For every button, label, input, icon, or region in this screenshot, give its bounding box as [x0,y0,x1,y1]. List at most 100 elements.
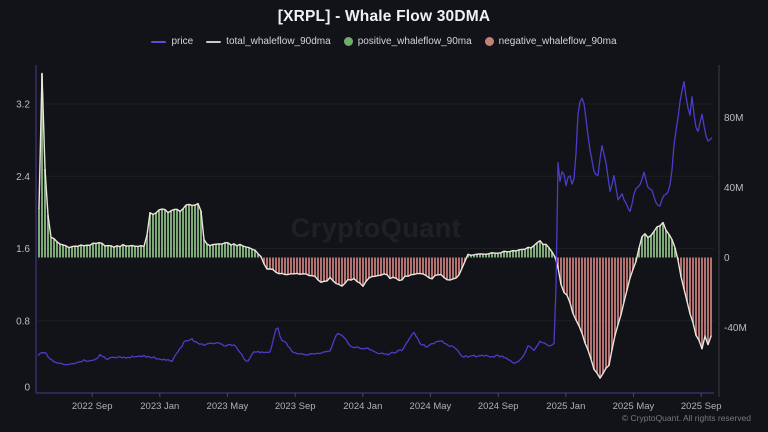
negative-whaleflow-bar [320,257,322,283]
negative-whaleflow-bar [284,257,286,275]
positive-whaleflow-bar [164,209,166,258]
legend-item-negative_whaleflow_90ma[interactable]: negative_whaleflow_90ma [484,36,617,47]
left-axis-tick-label: 1.6 [16,244,30,255]
positive-whaleflow-bar [167,212,169,258]
negative-whaleflow-bar [314,257,316,277]
positive-whaleflow-bar [161,209,163,258]
x-axis-tick-label: 2023 May [207,401,249,412]
positive-whaleflow-bar [131,245,133,258]
negative-whaleflow-bar [620,257,622,315]
positive-whaleflow-bar [242,246,244,258]
positive-whaleflow-bar [77,246,79,258]
negative-whaleflow-bar [359,257,361,284]
x-axis-tick-label: 2024 Jan [343,401,382,412]
negative-whaleflow-bar [629,257,631,279]
negative-whaleflow-bar [704,257,706,337]
negative-whaleflow-bar [323,257,325,282]
positive-whaleflow-bar [170,210,172,258]
negative-whaleflow-bar [455,257,457,279]
positive-whaleflow-bar [38,208,40,258]
legend-item-price[interactable]: price [151,36,193,47]
legend-label: total_whaleflow_90dma [226,36,331,47]
positive-whaleflow-bar [179,211,181,258]
left-axis-tick-label: 0 [24,383,30,394]
positive-whaleflow-bar [545,244,547,258]
negative-whaleflow-bar [278,257,280,274]
negative-whaleflow-bar [401,257,403,280]
negative-whaleflow-bar [404,257,406,277]
positive-whaleflow-bar [176,209,178,258]
positive-whaleflow-bar [674,247,676,258]
negative-whaleflow-bar [299,257,301,275]
negative-whaleflow-bar [584,257,586,344]
negative-whaleflow-bar [563,257,565,293]
negative-whaleflow-bar [440,257,442,275]
negative-whaleflow-bar [434,257,436,276]
positive-whaleflow-bar [65,245,67,258]
copyright: © CryptoQuant. All rights reserved [621,413,751,423]
positive-whaleflow-bar [146,235,148,258]
negative-whaleflow-bar [353,257,355,279]
positive-whaleflow-bar [656,226,658,258]
positive-whaleflow-bar [119,246,121,258]
negative-whaleflow-bar [302,257,304,274]
negative-whaleflow-bar [380,257,382,276]
negative-whaleflow-bar [269,257,271,269]
positive-whaleflow-bar [650,235,652,258]
positive-whaleflow-bar [512,250,514,258]
positive-whaleflow-bar [668,234,670,258]
positive-whaleflow-bar [188,204,190,258]
negative-whaleflow-bar [695,257,697,336]
negative-whaleflow-bar [293,257,295,274]
negative-whaleflow-bar [338,257,340,285]
positive-whaleflow-bar [515,251,517,258]
x-axis-tick-label: 2023 Sep [275,401,316,412]
positive-whaleflow-bar [473,254,475,258]
negative-whaleflow-bar [305,257,307,274]
negative-whaleflow-bar [413,257,415,275]
positive-whaleflow-bar [155,213,157,258]
negative-whaleflow-bar [275,257,277,273]
positive-whaleflow-bar [56,241,58,258]
negative-whaleflow-bar [344,257,346,284]
total-whaleflow-line [38,72,712,379]
positive-whaleflow-bar [548,247,550,258]
positive-whaleflow-bar [257,253,259,258]
negative-whaleflow-bar [317,257,319,280]
negative-whaleflow-bar [707,257,709,345]
negative-whaleflow-bar [395,257,397,279]
positive-whaleflow-bar [488,253,490,258]
negative-whaleflow-bar [368,257,370,278]
negative-whaleflow-bar [581,257,583,334]
positive-whaleflow-bar [83,245,85,258]
positive-whaleflow-bar [92,243,94,258]
positive-whaleflow-bar [233,243,235,258]
x-axis-tick-label: 2023 Jan [140,401,179,412]
positive-whaleflow-bar [110,245,112,258]
legend-item-total_whaleflow_90dma[interactable]: total_whaleflow_90dma [206,36,331,47]
negative-whaleflow-bar [611,257,613,350]
positive-whaleflow-bar [518,249,520,258]
positive-whaleflow-bar [209,245,211,258]
negative-whaleflow-bar [371,257,373,277]
negative-whaleflow-bar [617,257,619,325]
positive-whaleflow-bar [524,249,526,258]
negative-whaleflow-bar [428,257,430,278]
positive-whaleflow-bar [494,253,496,258]
negative-whaleflow-bar [572,257,574,314]
positive-whaleflow-bar [194,205,196,258]
positive-whaleflow-bar [500,252,502,258]
negative-whaleflow-bar [311,257,313,276]
positive-whaleflow-bar [521,249,523,258]
positive-whaleflow-bar [470,255,472,258]
legend-label: negative_whaleflow_90ma [498,36,617,47]
x-axis-tick-label: 2025 May [613,401,655,412]
legend-item-positive_whaleflow_90ma[interactable]: positive_whaleflow_90ma [343,36,472,47]
positive-whaleflow-bar [53,238,55,258]
left-axis-tick-label: 2.4 [16,172,30,183]
positive-whaleflow-bar [98,242,100,258]
negative-whaleflow-bar [377,257,379,276]
